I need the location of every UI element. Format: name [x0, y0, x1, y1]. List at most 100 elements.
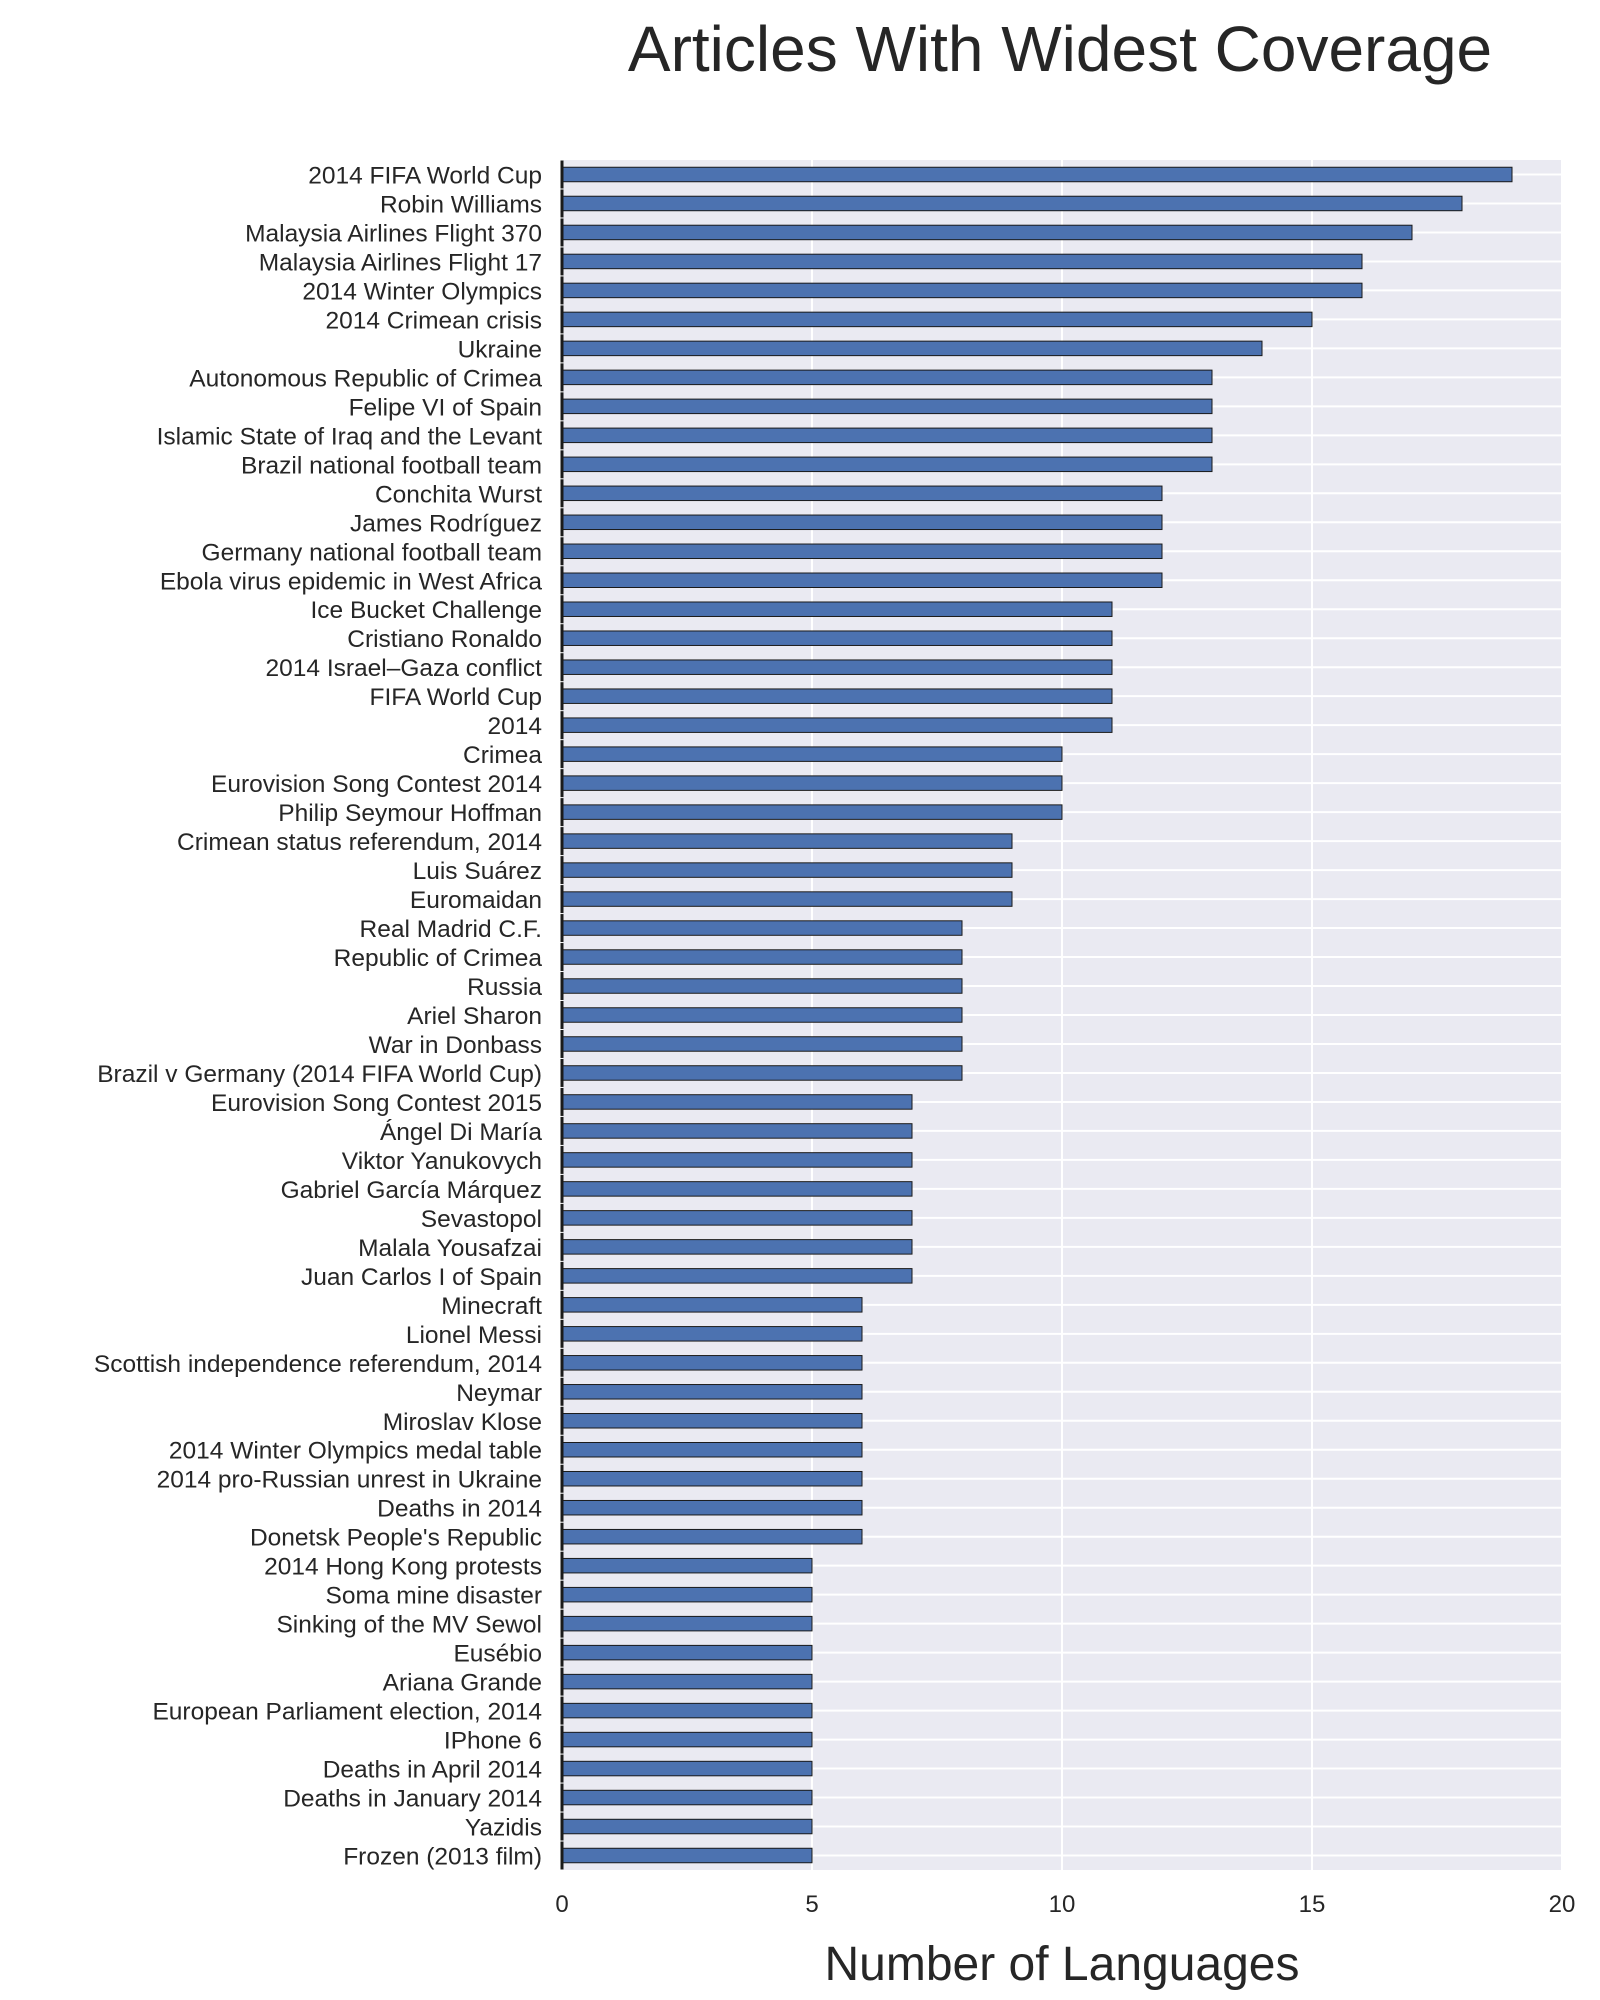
- category-label: Robin Williams: [380, 191, 542, 218]
- bar: [561, 1615, 813, 1632]
- category-label: Deaths in January 2014: [283, 1786, 542, 1813]
- bar: [561, 1036, 963, 1052]
- bar: [561, 1007, 963, 1023]
- category-label: Brazil v Germany (2014 FIFA World Cup): [97, 1061, 542, 1088]
- bar: [561, 1673, 813, 1690]
- bar: [561, 1210, 913, 1226]
- category-label: Cristiano Ronaldo: [347, 626, 542, 653]
- category-label: 2014 Winter Olympics medal table: [169, 1438, 542, 1465]
- category-label: Autonomous Republic of Crimea: [189, 365, 542, 392]
- bar: [561, 601, 1113, 617]
- bar: [561, 1528, 863, 1545]
- category-label: Conchita Wurst: [375, 481, 542, 508]
- category-label: Lionel Messi: [406, 1322, 542, 1349]
- category-label: 2014 Israel–Gaza conflict: [266, 655, 543, 682]
- bar: [561, 688, 1113, 704]
- bar: [561, 253, 1363, 270]
- bar: [561, 717, 1113, 733]
- category-label: James Rodríguez: [350, 510, 542, 537]
- category-label: Ukraine: [458, 336, 542, 363]
- bar: [561, 833, 1013, 849]
- bar: [561, 804, 1063, 820]
- bar: [561, 514, 1163, 531]
- category-label: Brazil national football team: [241, 452, 542, 479]
- bar: [561, 1297, 863, 1313]
- bar: [561, 572, 1163, 589]
- category-label: Islamic State of Iraq and the Levant: [157, 423, 543, 450]
- category-label: War in Donbass: [369, 1032, 542, 1059]
- category-label: Deaths in 2014: [377, 1496, 542, 1523]
- bar: [561, 1384, 863, 1400]
- bar: [561, 1586, 813, 1603]
- x-tick-label: 5: [805, 1891, 818, 1918]
- category-label: 2014 FIFA World Cup: [308, 162, 542, 189]
- category-label: Frozen (2013 film): [343, 1844, 542, 1871]
- category-label: Juan Carlos I of Spain: [301, 1264, 542, 1291]
- bar: [561, 398, 1213, 415]
- category-label: FIFA World Cup: [370, 684, 542, 711]
- bar: [561, 1789, 813, 1806]
- bar: [561, 1557, 813, 1574]
- category-label: Crimea: [463, 742, 542, 769]
- category-label: IPhone 6: [444, 1728, 542, 1755]
- category-label: Viktor Yanukovych: [342, 1148, 542, 1175]
- bar: [561, 862, 1013, 878]
- bar: [561, 369, 1213, 386]
- bar: [561, 746, 1063, 762]
- category-label: Ebola virus epidemic in West Africa: [160, 568, 543, 595]
- category-label: Soma mine disaster: [325, 1583, 542, 1610]
- bar: [561, 1065, 963, 1081]
- bar: [561, 1326, 863, 1342]
- category-label: Miroslav Klose: [383, 1409, 542, 1436]
- bar: [561, 1442, 863, 1458]
- category-label: Yazidis: [465, 1815, 542, 1842]
- category-label: Eurovision Song Contest 2015: [211, 1090, 542, 1117]
- bar: [561, 891, 1013, 907]
- category-label: 2014: [487, 713, 542, 740]
- category-label: Donetsk People's Republic: [250, 1525, 542, 1552]
- x-tick-label: 10: [1049, 1891, 1076, 1918]
- bar: [561, 485, 1163, 502]
- category-label: Malala Yousafzai: [358, 1235, 542, 1262]
- bar: [561, 949, 963, 965]
- bar: [561, 1355, 863, 1371]
- bar: [561, 1731, 813, 1748]
- category-label: 2014 Winter Olympics: [302, 278, 542, 305]
- category-label: 2014 Crimean crisis: [326, 307, 543, 334]
- bar: [561, 1760, 813, 1777]
- category-label: Ariel Sharon: [407, 1003, 542, 1030]
- x-axis-title: Number of Languages: [825, 1938, 1300, 1991]
- bar: [561, 630, 1113, 646]
- bar: [561, 543, 1163, 560]
- bar: [561, 1239, 913, 1255]
- bar: [561, 1413, 863, 1429]
- category-label: Russia: [467, 974, 542, 1001]
- bar: [561, 1499, 863, 1516]
- bar: [561, 282, 1363, 299]
- category-label: Germany national football team: [202, 539, 542, 566]
- bar: [561, 1181, 913, 1197]
- bar: [561, 1847, 813, 1864]
- category-label: Eurovision Song Contest 2014: [211, 771, 542, 798]
- category-label: Sinking of the MV Sewol: [276, 1612, 542, 1639]
- category-label: Republic of Crimea: [334, 945, 543, 972]
- bar: [561, 427, 1213, 444]
- category-label: Ángel Di María: [380, 1119, 542, 1146]
- bar: [561, 659, 1113, 675]
- category-label: Scottish independence referendum, 2014: [94, 1351, 542, 1378]
- bar: [561, 224, 1413, 241]
- category-label: 2014 pro-Russian unrest in Ukraine: [157, 1467, 542, 1494]
- x-tick-label: 15: [1299, 1891, 1326, 1918]
- bar: [561, 311, 1313, 328]
- bar: [561, 340, 1263, 357]
- category-label: Malaysia Airlines Flight 17: [259, 249, 542, 276]
- category-label: Euromaidan: [410, 887, 542, 914]
- category-label: Deaths in April 2014: [323, 1757, 542, 1784]
- bar: [561, 456, 1213, 473]
- category-label: Malaysia Airlines Flight 370: [245, 220, 542, 247]
- category-label: Eusébio: [453, 1641, 542, 1668]
- bar: [561, 1644, 813, 1661]
- bar: [561, 775, 1063, 791]
